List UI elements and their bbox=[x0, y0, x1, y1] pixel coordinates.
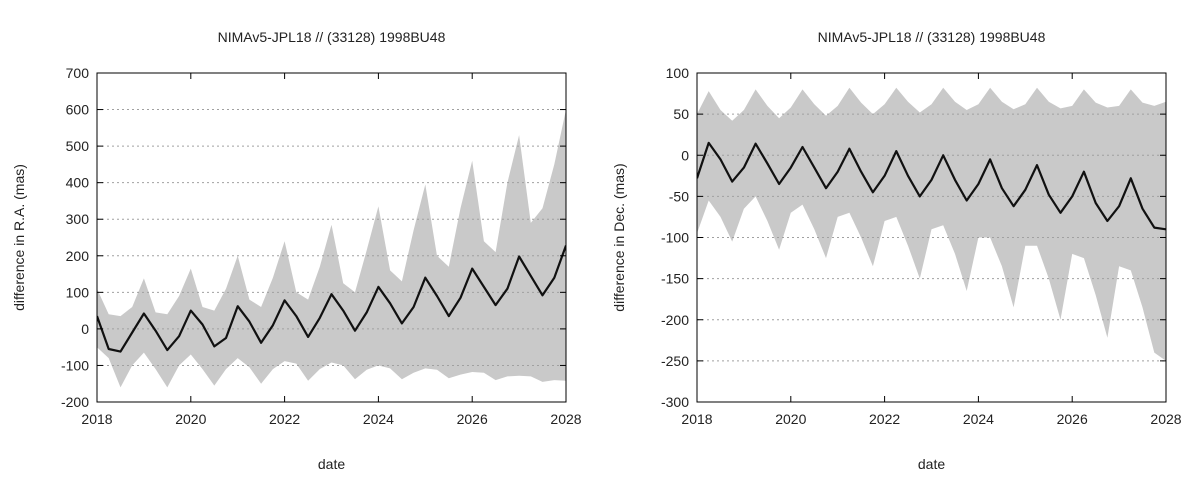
y-tick-label: 100 bbox=[66, 284, 90, 300]
y-tick-label: -100 bbox=[61, 357, 89, 373]
y-tick-label: 200 bbox=[66, 248, 90, 264]
y-tick-label: 50 bbox=[673, 106, 689, 122]
uncertainty-band bbox=[97, 109, 566, 388]
y-tick-label: 700 bbox=[66, 65, 90, 81]
x-tick-label: 2018 bbox=[681, 411, 712, 427]
chart-title: NIMAv5-JPL18 // (33128) 1998BU48 bbox=[818, 29, 1046, 45]
chart-ra: -200 -100 0 100 200 300 400 500 600 700 2018 2020 20… bbox=[11, 29, 582, 472]
x-tick-label: 2026 bbox=[1057, 411, 1088, 427]
y-tick-label: -250 bbox=[661, 353, 689, 369]
y-tick-label: 100 bbox=[666, 65, 690, 81]
x-axis-label: date bbox=[918, 456, 945, 472]
x-tick-label: 2024 bbox=[363, 411, 394, 427]
y-tick-label: -150 bbox=[661, 271, 689, 287]
x-tick-label: 2028 bbox=[550, 411, 581, 427]
plot-frame bbox=[96, 72, 567, 403]
chart-title: NIMAv5-JPL18 // (33128) 1998BU48 bbox=[218, 29, 446, 45]
x-axis-label: date bbox=[318, 456, 345, 472]
y-tick-label: 500 bbox=[66, 138, 90, 154]
x-tick-label: 2020 bbox=[175, 411, 206, 427]
y-tick-label: -200 bbox=[661, 312, 689, 328]
y-tick-label: 0 bbox=[81, 321, 89, 337]
x-tick-label: 2028 bbox=[1150, 411, 1181, 427]
y-tick-label: 400 bbox=[66, 175, 90, 191]
y-tick-label: -200 bbox=[61, 394, 89, 410]
y-tick-label: 0 bbox=[681, 147, 689, 163]
x-tick-label: 2026 bbox=[457, 411, 488, 427]
x-tick-label: 2018 bbox=[81, 411, 112, 427]
y-axis-label: difference in R.A. (mas) bbox=[11, 164, 27, 311]
chart-dec: -300 -250 -200 -150 -100 -50 0 50 100 2018 2020 202… bbox=[611, 29, 1182, 472]
x-tick-label: 2022 bbox=[269, 411, 300, 427]
x-tick-label: 2022 bbox=[869, 411, 900, 427]
mean-line bbox=[697, 141, 1166, 231]
y-tick-label: -50 bbox=[669, 188, 689, 204]
mean-line bbox=[97, 245, 566, 353]
y-tick-label: -100 bbox=[661, 230, 689, 246]
y-tick-label: 600 bbox=[66, 102, 90, 118]
x-tick-label: 2024 bbox=[963, 411, 994, 427]
y-tick-label: -300 bbox=[661, 394, 689, 410]
y-tick-label: 300 bbox=[66, 211, 90, 227]
y-axis-label: difference in Dec. (mas) bbox=[611, 163, 627, 311]
uncertainty-band bbox=[697, 87, 1166, 361]
x-tick-label: 2020 bbox=[775, 411, 806, 427]
